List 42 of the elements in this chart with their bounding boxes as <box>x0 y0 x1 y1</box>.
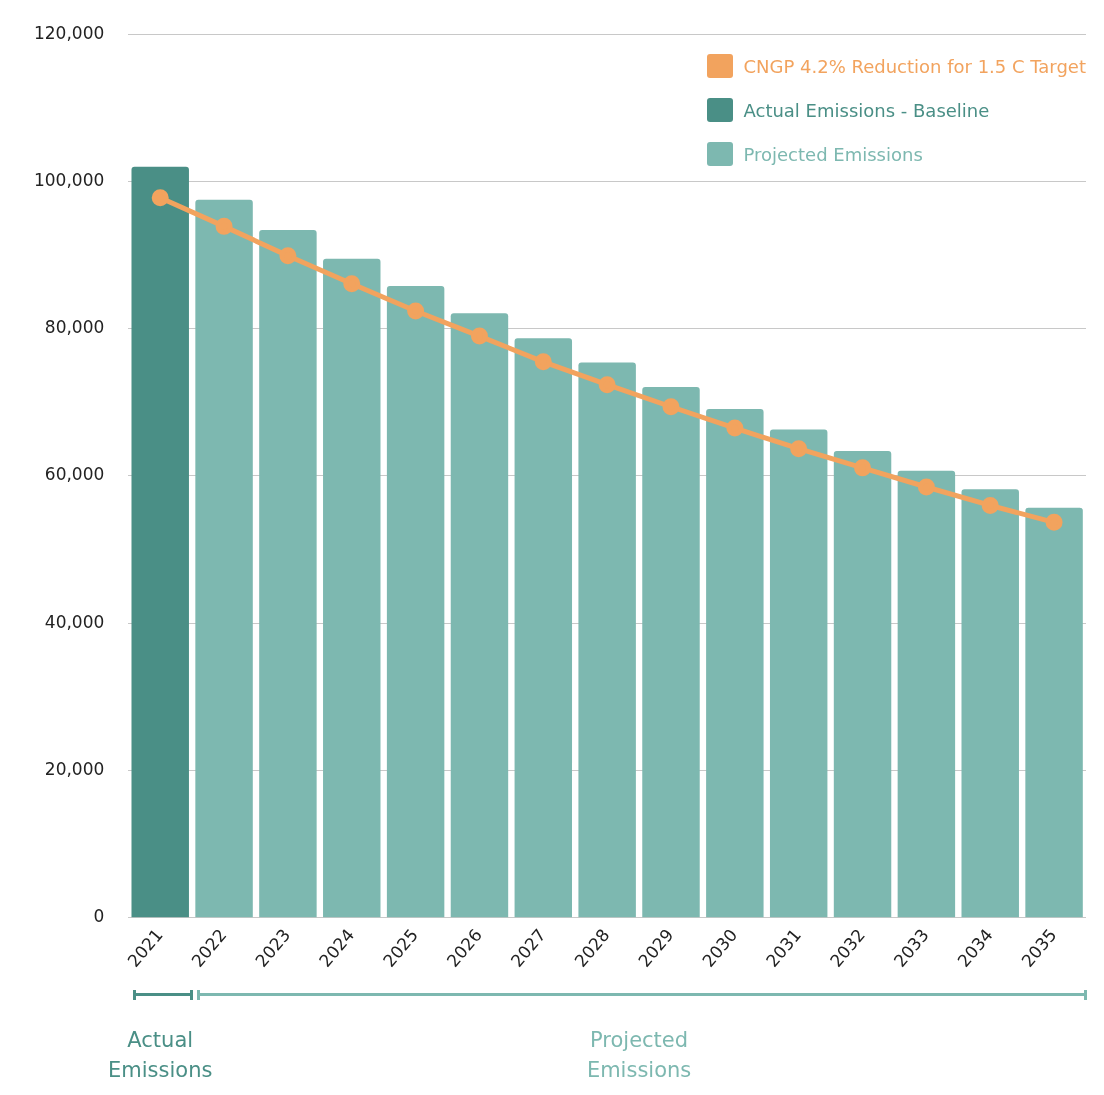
point <box>534 353 552 371</box>
bar <box>514 338 573 918</box>
point <box>790 440 808 458</box>
y-tick-label: 20,000 <box>44 758 105 779</box>
point <box>598 376 616 394</box>
legend-label: Projected Emissions <box>743 143 923 165</box>
bar <box>195 199 253 918</box>
bar <box>386 286 445 918</box>
bar <box>833 450 892 918</box>
point <box>662 398 680 416</box>
point <box>151 189 169 207</box>
point <box>407 302 425 320</box>
y-tick-label: 60,000 <box>44 464 105 485</box>
y-tick-label: 100,000 <box>33 169 105 190</box>
legend-label: CNGP 4.2% Reduction for 1.5 C Target <box>743 55 1086 77</box>
bar <box>323 258 381 918</box>
point <box>279 247 297 265</box>
y-tick-label: 80,000 <box>44 317 105 338</box>
y-tick-label: 40,000 <box>44 611 105 632</box>
point <box>215 217 233 235</box>
bar <box>769 429 828 918</box>
point <box>854 459 872 477</box>
bar <box>961 489 1019 918</box>
point <box>343 275 361 293</box>
y-tick-label: 0 <box>93 906 105 927</box>
bar <box>897 470 956 918</box>
bar <box>450 313 509 918</box>
legend-label: Actual Emissions - Baseline <box>743 99 990 121</box>
bar <box>131 166 189 918</box>
point <box>726 419 744 437</box>
point <box>470 327 488 345</box>
bar <box>259 230 317 918</box>
text: Projected Emissions <box>585 1027 693 1084</box>
y-tick-label: 120,000 <box>33 22 105 43</box>
bar <box>578 362 636 918</box>
point <box>981 496 999 514</box>
bar <box>1025 507 1083 918</box>
text: Actual Emissions <box>107 1027 214 1084</box>
point <box>1045 513 1063 531</box>
bar <box>706 408 764 918</box>
bar <box>642 386 700 918</box>
point <box>917 478 935 496</box>
